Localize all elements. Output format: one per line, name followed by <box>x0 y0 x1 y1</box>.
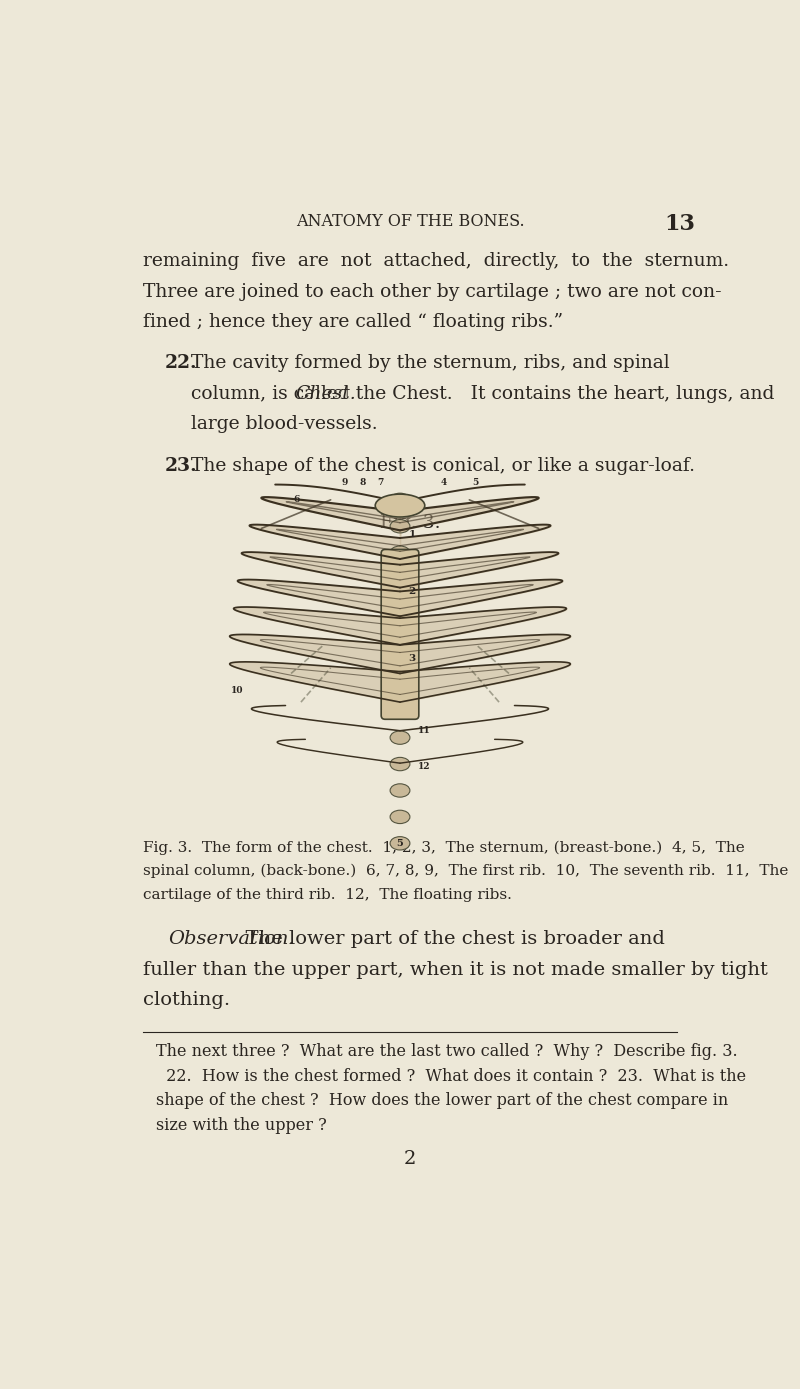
Ellipse shape <box>390 704 410 718</box>
Text: 22.  How is the chest formed ?  What does it contain ?  23.  What is the: 22. How is the chest formed ? What does … <box>156 1068 746 1085</box>
Text: Three are joined to each other by cartilage ; two are not con-: Three are joined to each other by cartil… <box>143 283 722 301</box>
Text: The shape of the chest is conical, or like a sugar-loaf.: The shape of the chest is conical, or li… <box>191 457 695 475</box>
Ellipse shape <box>390 572 410 586</box>
Text: 13: 13 <box>664 213 695 235</box>
Text: fined ; hence they are called “ floating ribs.”: fined ; hence they are called “ floating… <box>143 313 563 331</box>
Text: 6: 6 <box>294 496 300 504</box>
Text: 10: 10 <box>231 686 244 694</box>
Text: size with the upper ?: size with the upper ? <box>156 1117 326 1133</box>
Text: column, is called the Chest.   It contains the heart, lungs, and: column, is called the Chest. It contains… <box>191 385 774 403</box>
Text: Observation.: Observation. <box>168 931 295 949</box>
Text: 2: 2 <box>408 588 415 596</box>
FancyBboxPatch shape <box>381 550 419 720</box>
Ellipse shape <box>390 810 410 824</box>
Text: shape of the chest ?  How does the lower part of the chest compare in: shape of the chest ? How does the lower … <box>156 1092 728 1110</box>
Text: clothing.: clothing. <box>143 992 230 1010</box>
Text: 2: 2 <box>404 1150 416 1168</box>
Text: Chest.: Chest. <box>296 385 356 403</box>
Ellipse shape <box>375 494 425 517</box>
Ellipse shape <box>390 678 410 692</box>
Text: fuller than the upper part, when it is not made smaller by tight: fuller than the upper part, when it is n… <box>143 961 768 979</box>
Text: 8: 8 <box>359 478 366 488</box>
Text: ANATOMY OF THE BONES.: ANATOMY OF THE BONES. <box>296 213 524 229</box>
Ellipse shape <box>390 651 410 665</box>
Text: The next three ?  What are the last two called ?  Why ?  Describe fig. 3.: The next three ? What are the last two c… <box>156 1043 738 1060</box>
Text: remaining  five  are  not  attached,  directly,  to  the  sternum.: remaining five are not attached, directl… <box>143 253 730 271</box>
Text: 12: 12 <box>418 763 430 771</box>
Ellipse shape <box>390 731 410 745</box>
Ellipse shape <box>390 519 410 533</box>
Text: 7: 7 <box>377 478 383 488</box>
Text: 22.: 22. <box>165 354 198 372</box>
Text: 11: 11 <box>418 726 430 735</box>
Text: Fig. 3.  The form of the chest.  1, 2, 3,  The sternum, (breast-bone.)  4, 5,  T: Fig. 3. The form of the chest. 1, 2, 3, … <box>143 840 745 854</box>
Text: 4: 4 <box>441 478 446 488</box>
Ellipse shape <box>390 625 410 639</box>
Text: 5: 5 <box>472 478 478 488</box>
Ellipse shape <box>390 546 410 560</box>
Text: cartilage of the third rib.  12,  The floating ribs.: cartilage of the third rib. 12, The floa… <box>143 888 512 901</box>
Text: The lower part of the chest is broader and: The lower part of the chest is broader a… <box>234 931 665 949</box>
Text: 23.: 23. <box>165 457 198 475</box>
Text: 5: 5 <box>397 839 403 847</box>
Text: 9: 9 <box>342 478 348 488</box>
Ellipse shape <box>390 599 410 613</box>
Ellipse shape <box>390 493 410 507</box>
Text: spinal column, (back-bone.)  6, 7, 8, 9,  The first rib.  10,  The seventh rib. : spinal column, (back-bone.) 6, 7, 8, 9, … <box>143 864 789 878</box>
Text: 3: 3 <box>408 654 415 663</box>
Text: The cavity formed by the sternum, ribs, and spinal: The cavity formed by the sternum, ribs, … <box>191 354 670 372</box>
Ellipse shape <box>390 836 410 850</box>
Text: large blood-vessels.: large blood-vessels. <box>191 415 378 433</box>
Text: 1: 1 <box>408 529 415 539</box>
Ellipse shape <box>390 757 410 771</box>
Text: Chest.: Chest. <box>296 385 356 403</box>
Text: Fig. 3.: Fig. 3. <box>380 514 440 532</box>
Ellipse shape <box>390 783 410 797</box>
